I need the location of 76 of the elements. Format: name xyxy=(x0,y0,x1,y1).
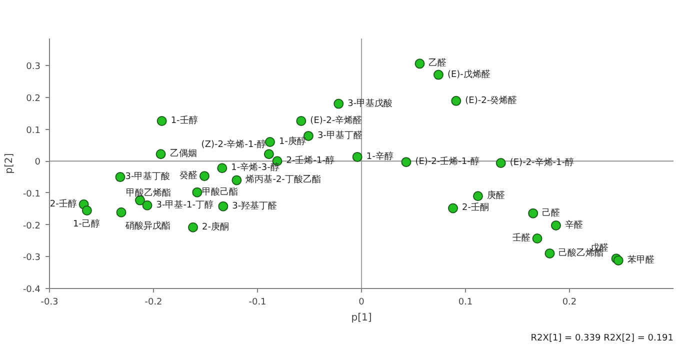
annotation: 烯丙基-2-丁酸乙酯 xyxy=(246,174,321,186)
point xyxy=(115,172,126,182)
annotation: (Z)-2-辛烯-1-醇 xyxy=(201,139,266,150)
annotation: 癸醛 xyxy=(179,170,198,182)
point xyxy=(544,248,555,258)
x-axis-title: p[1] xyxy=(351,312,372,324)
point xyxy=(116,207,126,218)
annotation: 甲酸乙烯酯 xyxy=(126,187,171,198)
annotation: (E)-2-癸烯醛 xyxy=(465,94,518,106)
y-tick-label: 0 xyxy=(34,158,41,168)
annotation: 乙醛 xyxy=(428,58,447,69)
annotation: 己醛 xyxy=(542,207,560,218)
point xyxy=(401,157,412,168)
annotation: 3-甲基戊酸 xyxy=(348,98,393,109)
point xyxy=(218,201,228,212)
point xyxy=(496,158,506,168)
point xyxy=(192,187,202,198)
y-tick-label: -0.3 xyxy=(22,253,40,264)
annotation: 1-辛醇 xyxy=(366,150,394,162)
annotation: (E)-2-辛烯醛 xyxy=(310,114,362,126)
point xyxy=(528,208,538,218)
point xyxy=(232,175,242,186)
annotation: 硝酸异戊酯 xyxy=(124,220,170,232)
y-tick-label: -0.4 xyxy=(22,285,41,295)
point xyxy=(217,163,228,174)
point xyxy=(433,70,444,80)
annotation: (E)-2-辛烯-1-醇 xyxy=(510,157,574,168)
annotation: 3-甲基丁醛 xyxy=(317,130,362,141)
point xyxy=(264,149,274,160)
annotation: 3-羟基丁醛 xyxy=(232,200,278,212)
annotation: 1-庚醇 xyxy=(278,136,306,148)
y-axis-title: p[2] xyxy=(4,153,15,174)
annotation: 乙偶姻 xyxy=(170,148,197,160)
x-tick-label: -0.2 xyxy=(144,298,162,308)
x-tick-label: 0.1 xyxy=(458,298,473,308)
point xyxy=(532,234,542,244)
annotation: 壬醛 xyxy=(512,232,530,244)
x-tick-label: -0.1 xyxy=(248,298,266,308)
annotation: 2-庚酮 xyxy=(202,221,230,232)
point xyxy=(550,220,561,230)
annotation: 3-甲基丁酸 xyxy=(125,171,170,182)
annotation: (E)-2-壬烯-1-醇 xyxy=(415,156,480,168)
point xyxy=(334,98,344,109)
annotation: 2-壬醇 xyxy=(50,198,77,210)
annotation: 甲酸己酯 xyxy=(202,186,238,198)
point xyxy=(296,116,306,126)
annotation: 3-甲基-1-丁醇 xyxy=(156,199,214,210)
point xyxy=(142,200,152,210)
x-tick-label: 0.2 xyxy=(562,298,577,308)
x-tick-label: 0 xyxy=(358,298,365,308)
y-tick-label: -0.1 xyxy=(22,189,40,200)
annotation: 苯甲醛 xyxy=(627,254,654,266)
text: R2X[1] = 0.339 R2X[2] = 0.191 xyxy=(530,334,674,344)
point xyxy=(156,116,167,126)
y-tick-label: 0.1 xyxy=(26,126,41,136)
y-tick-label: 0.2 xyxy=(26,94,41,104)
point xyxy=(352,152,362,162)
annotation: 辛醛 xyxy=(564,219,583,230)
point xyxy=(451,96,462,106)
y-tick-label: -0.2 xyxy=(22,221,40,232)
point xyxy=(188,222,198,232)
y-tick-label: 0.3 xyxy=(26,62,41,72)
point xyxy=(448,203,458,214)
point xyxy=(472,191,483,202)
point xyxy=(82,205,92,216)
annotation: 2-壬烯-1-醇 xyxy=(286,155,334,166)
point xyxy=(156,149,166,160)
annotation: 1-壬醇 xyxy=(170,114,198,126)
annotation: (E)-戊烯醛 xyxy=(447,68,490,80)
x-tick-label: -0.3 xyxy=(40,298,58,308)
annotation: 2-壬酮 xyxy=(462,202,490,214)
annotation: 1-辛烯-3-醇 xyxy=(231,162,280,174)
point xyxy=(414,58,425,69)
annotation: 庚醛 xyxy=(486,190,505,202)
annotation: 1-己醇 xyxy=(72,218,100,230)
point xyxy=(199,171,210,182)
